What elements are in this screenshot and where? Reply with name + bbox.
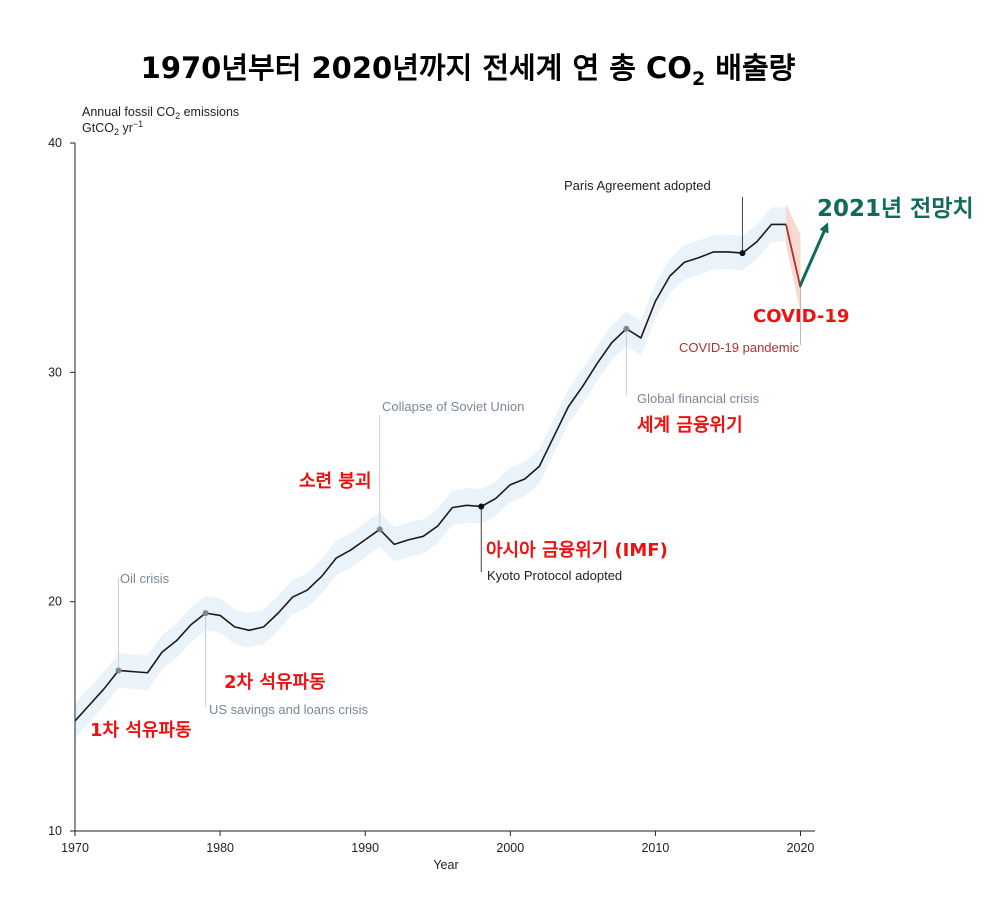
chart-title-main: 1970년부터 2020년까지 전세계 연 총 CO [141,51,692,85]
event-marker [376,526,383,533]
event-markers [115,250,746,674]
event-label: Global financial crisis [637,391,760,406]
x-tick-label: 1980 [206,841,234,855]
y-tick-label: 20 [48,595,62,609]
x-axis-label: Year [433,858,458,872]
event-marker [478,503,485,510]
event-label: US savings and loans crisis [209,702,368,717]
uncertainty-band-layer [75,203,801,739]
korean-annotation-oil-crisis-2: 2차 석유파동 [224,672,326,693]
event-marker [202,610,209,617]
y-tick-label: 40 [48,136,62,150]
covid-drop-line [785,224,802,288]
event-label: Oil crisis [120,571,170,586]
chart-title: 1970년부터 2020년까지 전세계 연 총 CO2 배출량 [141,51,796,90]
event-leader-lines [118,197,801,707]
x-tick-label: 2010 [641,841,669,855]
projection-label: 2021년 전망치 [817,196,974,222]
axes: 10 20 30 40 1970 1980 1990 2000 2010 2020 [48,136,815,855]
event-marker [115,667,122,674]
uncertainty-band [75,207,786,739]
chart-title-end: 배출량 [705,51,795,85]
event-label: Kyoto Protocol adopted [487,568,622,583]
event-label: Paris Agreement adopted [564,178,711,193]
korean-annotation-global-financial-crisis: 세계 금융위기 [637,415,743,436]
korean-annotation-covid: COVID-19 [753,306,849,327]
y-axis-label-line1: Annual fossil CO2 emissions [82,105,239,121]
korean-annotation-asian-financial-crisis: 아시아 금융위기 (IMF) [486,540,668,561]
y-tick-label: 10 [48,824,62,838]
event-marker [623,325,630,332]
event-label: COVID-19 pandemic [679,340,799,355]
event-annotations: Oil crisis US savings and loans crisis Col… [120,178,799,717]
korean-annotation-soviet-collapse: 소련 붕괴 [299,471,372,492]
event-marker [739,250,746,257]
y-tick-label: 30 [48,365,62,379]
event-label: Collapse of Soviet Union [382,399,524,414]
chart-title-subscript: 2 [692,68,705,90]
y-axis-label-line2: GtCO2 yr−1 [82,119,143,137]
emissions-line [74,223,786,722]
x-tick-label: 1990 [351,841,379,855]
x-tick-label: 1970 [61,841,89,855]
korean-annotation-oil-crisis-1: 1차 석유파동 [90,720,192,741]
x-tick-label: 2020 [787,841,815,855]
x-tick-label: 2000 [496,841,524,855]
projection-arrow [798,222,829,287]
series-lines [74,223,802,722]
